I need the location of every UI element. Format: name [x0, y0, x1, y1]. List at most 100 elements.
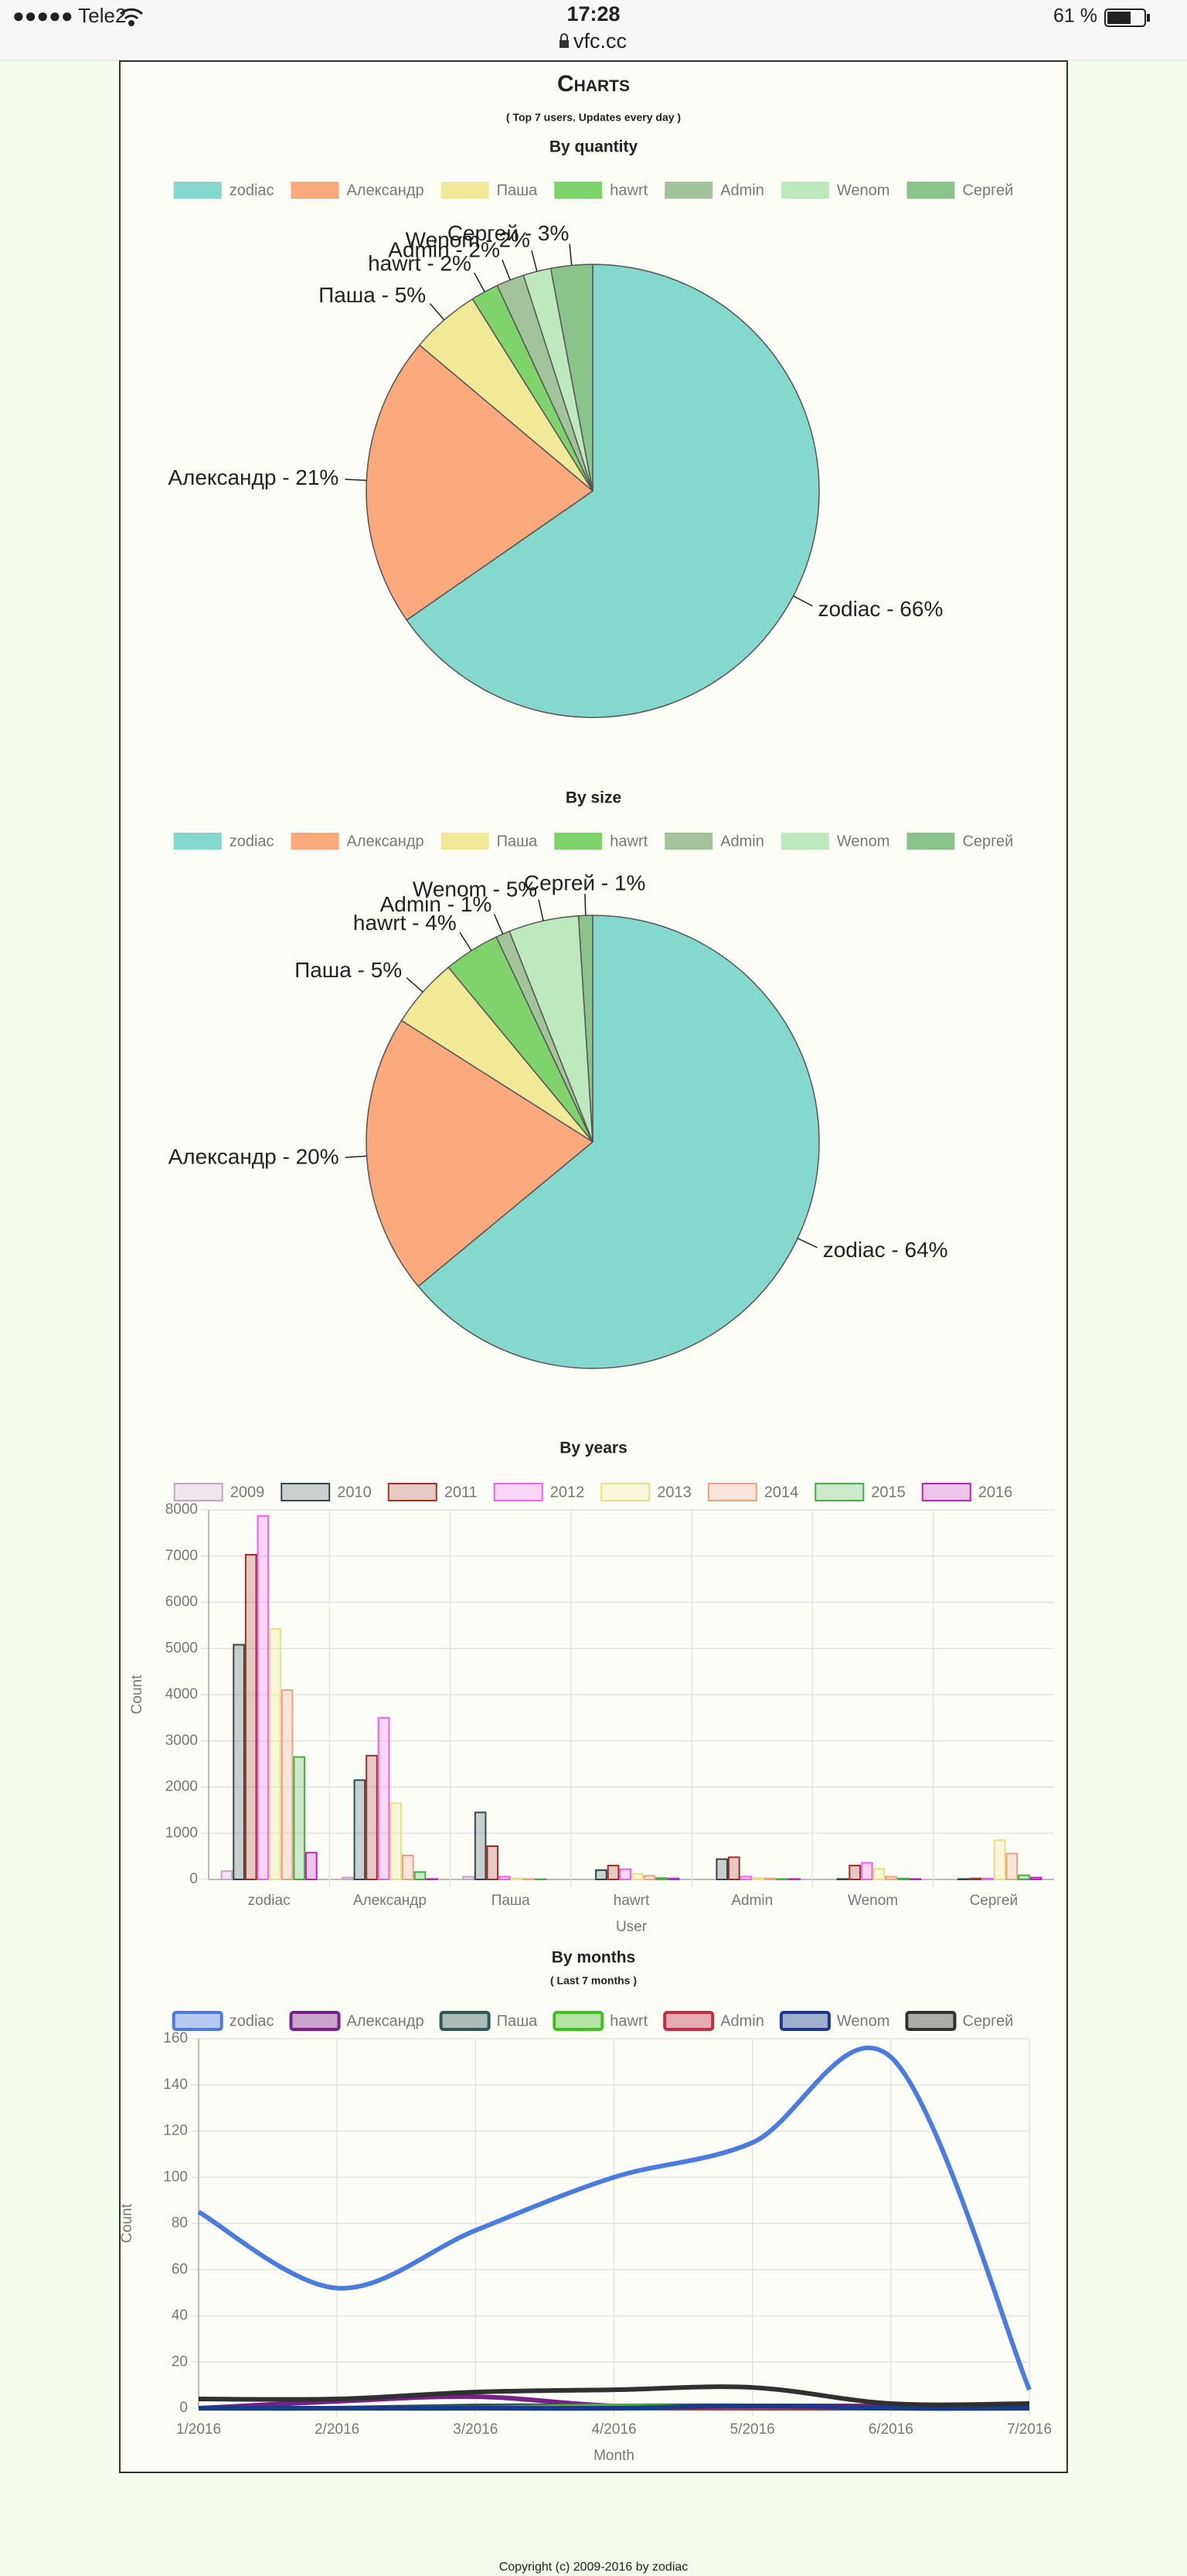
- bar: [1029, 1876, 1042, 1881]
- pie-slice: [406, 264, 820, 718]
- legend-label: Александр: [347, 833, 424, 850]
- x-tick-label: 3/2016: [453, 2421, 498, 2438]
- legend-swatch: [291, 182, 339, 199]
- bar: [631, 1872, 644, 1881]
- bar: [220, 1870, 233, 1881]
- legend-label: Сергей: [962, 182, 1013, 199]
- bar: [655, 1877, 668, 1881]
- bar: [486, 1845, 499, 1880]
- x-axis-label: Month: [594, 2448, 634, 2464]
- legend-item: zodiac: [172, 2011, 274, 2031]
- bar: [233, 1644, 245, 1880]
- bar: [305, 1852, 318, 1880]
- legend-item: 2013: [600, 1483, 692, 1501]
- y-tick-label: 80: [172, 2215, 188, 2231]
- legend-swatch: [493, 1483, 543, 1501]
- slice-label: Паша - 5%: [318, 283, 426, 307]
- x-tick-label: Wenom: [848, 1893, 898, 1909]
- legend-label: Александр: [347, 2012, 424, 2029]
- x-tick-label: hawrt: [614, 1893, 650, 1909]
- pie-slice: [417, 915, 820, 1369]
- legend-swatch: [554, 182, 603, 199]
- legend-item: 2010: [281, 1483, 372, 1501]
- slice-label: Александр - 21%: [168, 465, 338, 489]
- chart-title: By quantity: [549, 138, 638, 156]
- legend-label: Admin: [720, 833, 764, 850]
- legend-item: hawrt: [554, 182, 648, 199]
- legend-item: hawrt: [554, 833, 648, 850]
- line-series: [198, 2404, 1030, 2411]
- bar: [293, 1756, 306, 1881]
- y-tick-label: 1000: [165, 1825, 198, 1841]
- legend-swatch: [665, 182, 713, 199]
- legend-label: Паша: [497, 2012, 539, 2029]
- x-tick-label: Паша: [491, 1893, 530, 1909]
- legend-swatch: [172, 2011, 223, 2031]
- bar: [993, 1839, 1006, 1880]
- legend-label: zodiac: [230, 833, 274, 850]
- legend-swatch: [289, 2011, 341, 2031]
- legend-swatch: [906, 182, 955, 199]
- bar: [413, 1871, 427, 1880]
- legend-swatch: [173, 1483, 223, 1501]
- legend: zodiac Александр Паша hawrt Admin Wenom Сергей: [173, 182, 1013, 199]
- x-tick-label: Александр: [353, 1893, 427, 1909]
- status-bar: [0, 0, 1187, 60]
- pie-slice: [549, 264, 594, 492]
- label-leader: [569, 244, 573, 266]
- x-tick-label: 1/2016: [176, 2421, 221, 2438]
- legend-item: Admin: [665, 182, 764, 199]
- y-tick-label: 6000: [165, 1594, 198, 1610]
- label-leader: [459, 932, 472, 952]
- legend-label: Wenom: [837, 833, 890, 850]
- legend-swatch: [905, 2011, 957, 2031]
- legend-label: zodiac: [230, 182, 274, 199]
- bar: [257, 1515, 270, 1880]
- legend-swatch: [291, 833, 339, 850]
- y-tick-label: 5000: [165, 1640, 198, 1656]
- url[interactable]: vfc.cc: [573, 29, 627, 53]
- legend-item: 2011: [387, 1483, 478, 1501]
- lock-icon: [559, 33, 569, 48]
- legend-item: 2015: [815, 1483, 906, 1501]
- x-tick-label: 5/2016: [730, 2421, 775, 2438]
- clock: 17:28: [566, 2, 620, 26]
- carrier: ●●●●● Tele2: [12, 4, 126, 27]
- legend-item: zodiac: [173, 182, 274, 199]
- legend-item: Александр: [289, 2011, 424, 2031]
- bar: [389, 1802, 403, 1881]
- y-tick-label: 20: [172, 2353, 188, 2370]
- label-leader: [429, 303, 445, 321]
- bar: [402, 1854, 414, 1880]
- y-tick-label: 60: [172, 2261, 188, 2278]
- legend-swatch: [815, 1483, 865, 1501]
- chart-title: By months: [552, 1949, 636, 1967]
- slice-label: zodiac - 66%: [818, 597, 943, 621]
- wifi-icon: [119, 8, 144, 26]
- legend-swatch: [600, 1483, 651, 1501]
- pie-slice: [366, 344, 594, 622]
- battery-percent: 61 %: [1053, 5, 1097, 27]
- y-tick-label: 3000: [165, 1733, 198, 1749]
- y-tick-label: 100: [163, 2169, 188, 2185]
- legend-swatch: [173, 182, 222, 199]
- bar: [885, 1876, 897, 1881]
- legend-swatch: [779, 2011, 831, 2031]
- battery-icon: [1104, 9, 1150, 27]
- bar: [1018, 1874, 1030, 1881]
- bar: [740, 1876, 753, 1881]
- legend-swatch: [906, 833, 955, 850]
- y-tick-label: 4000: [165, 1686, 198, 1702]
- label-leader: [474, 272, 485, 292]
- legend-item: Паша: [440, 182, 538, 199]
- x-axis-label: User: [616, 1919, 648, 1935]
- line-series: [197, 2045, 1032, 2391]
- bar: [595, 1869, 607, 1881]
- bar: [244, 1553, 257, 1881]
- legend-item: Admin: [663, 2011, 764, 2031]
- bar: [860, 1862, 873, 1880]
- x-tick-label: zodiac: [248, 1893, 291, 1909]
- x-tick-label: Сергей: [970, 1893, 1019, 1909]
- legend-item: Wenom: [781, 182, 889, 199]
- y-tick-label: 140: [163, 2077, 188, 2093]
